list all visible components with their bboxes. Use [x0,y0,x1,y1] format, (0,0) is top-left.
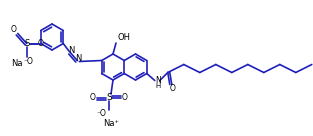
Text: Na⁺: Na⁺ [103,120,119,129]
Text: O: O [38,39,44,48]
Text: N: N [68,46,74,55]
Text: H: H [155,84,160,89]
Text: ⁻O: ⁻O [96,109,106,118]
Text: N: N [75,54,81,63]
Text: O: O [170,84,176,93]
Text: S: S [106,94,112,103]
Text: O: O [90,94,96,103]
Text: O: O [11,25,17,34]
Text: N: N [155,76,161,85]
Text: S: S [24,39,29,48]
Text: Na: Na [11,59,22,68]
Text: O: O [122,94,128,103]
Text: OH: OH [118,33,131,42]
Text: ⁻O: ⁻O [24,57,33,66]
